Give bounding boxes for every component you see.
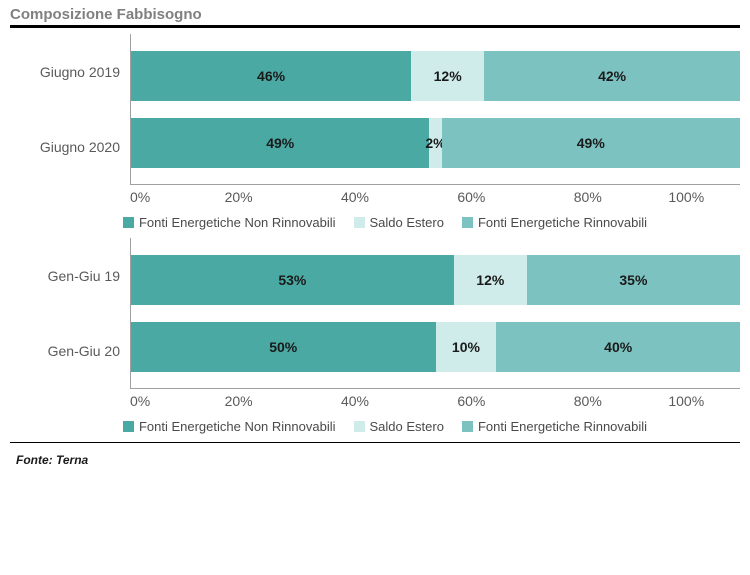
legend-label: Fonti Energetiche Rinnovabili — [478, 419, 647, 434]
x-tick: 40% — [341, 189, 369, 205]
legend-label: Saldo Estero — [370, 215, 444, 230]
legend-swatch — [354, 421, 365, 432]
bottom-rule — [10, 442, 740, 443]
chart2-row1-seg1: 10% — [436, 322, 497, 372]
chart2-row0: 53% 12% 35% — [131, 255, 740, 305]
chart2-legend: Fonti Energetiche Non Rinnovabili Saldo … — [30, 419, 740, 434]
legend-item: Fonti Energetiche Rinnovabili — [462, 215, 647, 230]
chart1-row1-seg0: 49% — [131, 118, 429, 168]
chart2-row1-seg2: 40% — [496, 322, 740, 372]
chart2-row1-seg0: 50% — [131, 322, 436, 372]
x-tick: 80% — [574, 393, 602, 409]
legend-swatch — [123, 421, 134, 432]
legend-item: Fonti Energetiche Rinnovabili — [462, 419, 647, 434]
legend-swatch — [123, 217, 134, 228]
legend-label: Fonti Energetiche Non Rinnovabili — [139, 419, 336, 434]
x-tick: 20% — [225, 393, 253, 409]
x-tick: 80% — [574, 189, 602, 205]
chart2-row0-seg1: 12% — [454, 255, 527, 305]
chart1-row0-seg1: 12% — [411, 51, 484, 101]
chart2-row0-label: Gen-Giu 19 — [20, 251, 120, 301]
legend-item: Fonti Energetiche Non Rinnovabili — [123, 215, 336, 230]
chart1-legend: Fonti Energetiche Non Rinnovabili Saldo … — [30, 215, 740, 230]
chart2-y-labels: Gen-Giu 19 Gen-Giu 20 — [20, 238, 130, 388]
legend-label: Fonti Energetiche Rinnovabili — [478, 215, 647, 230]
chart1-bars: 46% 12% 42% 49% 2% 49% — [131, 34, 740, 184]
source-label: Fonte: Terna — [16, 453, 740, 467]
chart1-row1-label: Giugno 2020 — [20, 122, 120, 172]
chart1-row0-seg0: 46% — [131, 51, 411, 101]
x-tick: 60% — [457, 393, 485, 409]
chart2-area: Gen-Giu 19 Gen-Giu 20 53% 12% 35% 50% 10… — [20, 238, 740, 388]
chart1-row1-seg2: 49% — [442, 118, 740, 168]
chart2-row0-seg0: 53% — [131, 255, 454, 305]
legend-swatch — [462, 217, 473, 228]
chart1-row1-seg1: 2% — [429, 118, 441, 168]
chart2-row0-seg2: 35% — [527, 255, 740, 305]
legend-swatch — [462, 421, 473, 432]
chart1: Giugno 2019 Giugno 2020 46% 12% 42% 49% … — [10, 34, 740, 230]
x-tick: 40% — [341, 393, 369, 409]
chart1-row1: 49% 2% 49% — [131, 118, 740, 168]
legend-swatch — [354, 217, 365, 228]
legend-item: Saldo Estero — [354, 215, 444, 230]
x-tick: 60% — [457, 189, 485, 205]
chart-title: Composizione Fabbisogno — [10, 6, 740, 23]
legend-label: Fonti Energetiche Non Rinnovabili — [139, 215, 336, 230]
chart1-x-axis: 0% 20% 40% 60% 80% 100% — [130, 184, 740, 205]
chart2-x-axis: 0% 20% 40% 60% 80% 100% — [130, 388, 740, 409]
chart1-area: Giugno 2019 Giugno 2020 46% 12% 42% 49% … — [20, 34, 740, 184]
chart2: Gen-Giu 19 Gen-Giu 20 53% 12% 35% 50% 10… — [10, 238, 740, 434]
chart2-row1-label: Gen-Giu 20 — [20, 326, 120, 376]
chart2-plot: 53% 12% 35% 50% 10% 40% — [130, 238, 740, 388]
chart2-bars: 53% 12% 35% 50% 10% 40% — [131, 238, 740, 388]
legend-item: Fonti Energetiche Non Rinnovabili — [123, 419, 336, 434]
chart1-plot: 46% 12% 42% 49% 2% 49% — [130, 34, 740, 184]
chart1-y-labels: Giugno 2019 Giugno 2020 — [20, 34, 130, 184]
legend-item: Saldo Estero — [354, 419, 444, 434]
title-rule — [10, 25, 740, 28]
x-tick: 100% — [668, 189, 704, 205]
chart1-row0: 46% 12% 42% — [131, 51, 740, 101]
x-tick: 0% — [130, 189, 150, 205]
chart1-row0-label: Giugno 2019 — [20, 47, 120, 97]
x-tick: 100% — [668, 393, 704, 409]
x-tick: 0% — [130, 393, 150, 409]
legend-label: Saldo Estero — [370, 419, 444, 434]
x-tick: 20% — [225, 189, 253, 205]
chart2-row1: 50% 10% 40% — [131, 322, 740, 372]
chart1-row0-seg2: 42% — [484, 51, 740, 101]
